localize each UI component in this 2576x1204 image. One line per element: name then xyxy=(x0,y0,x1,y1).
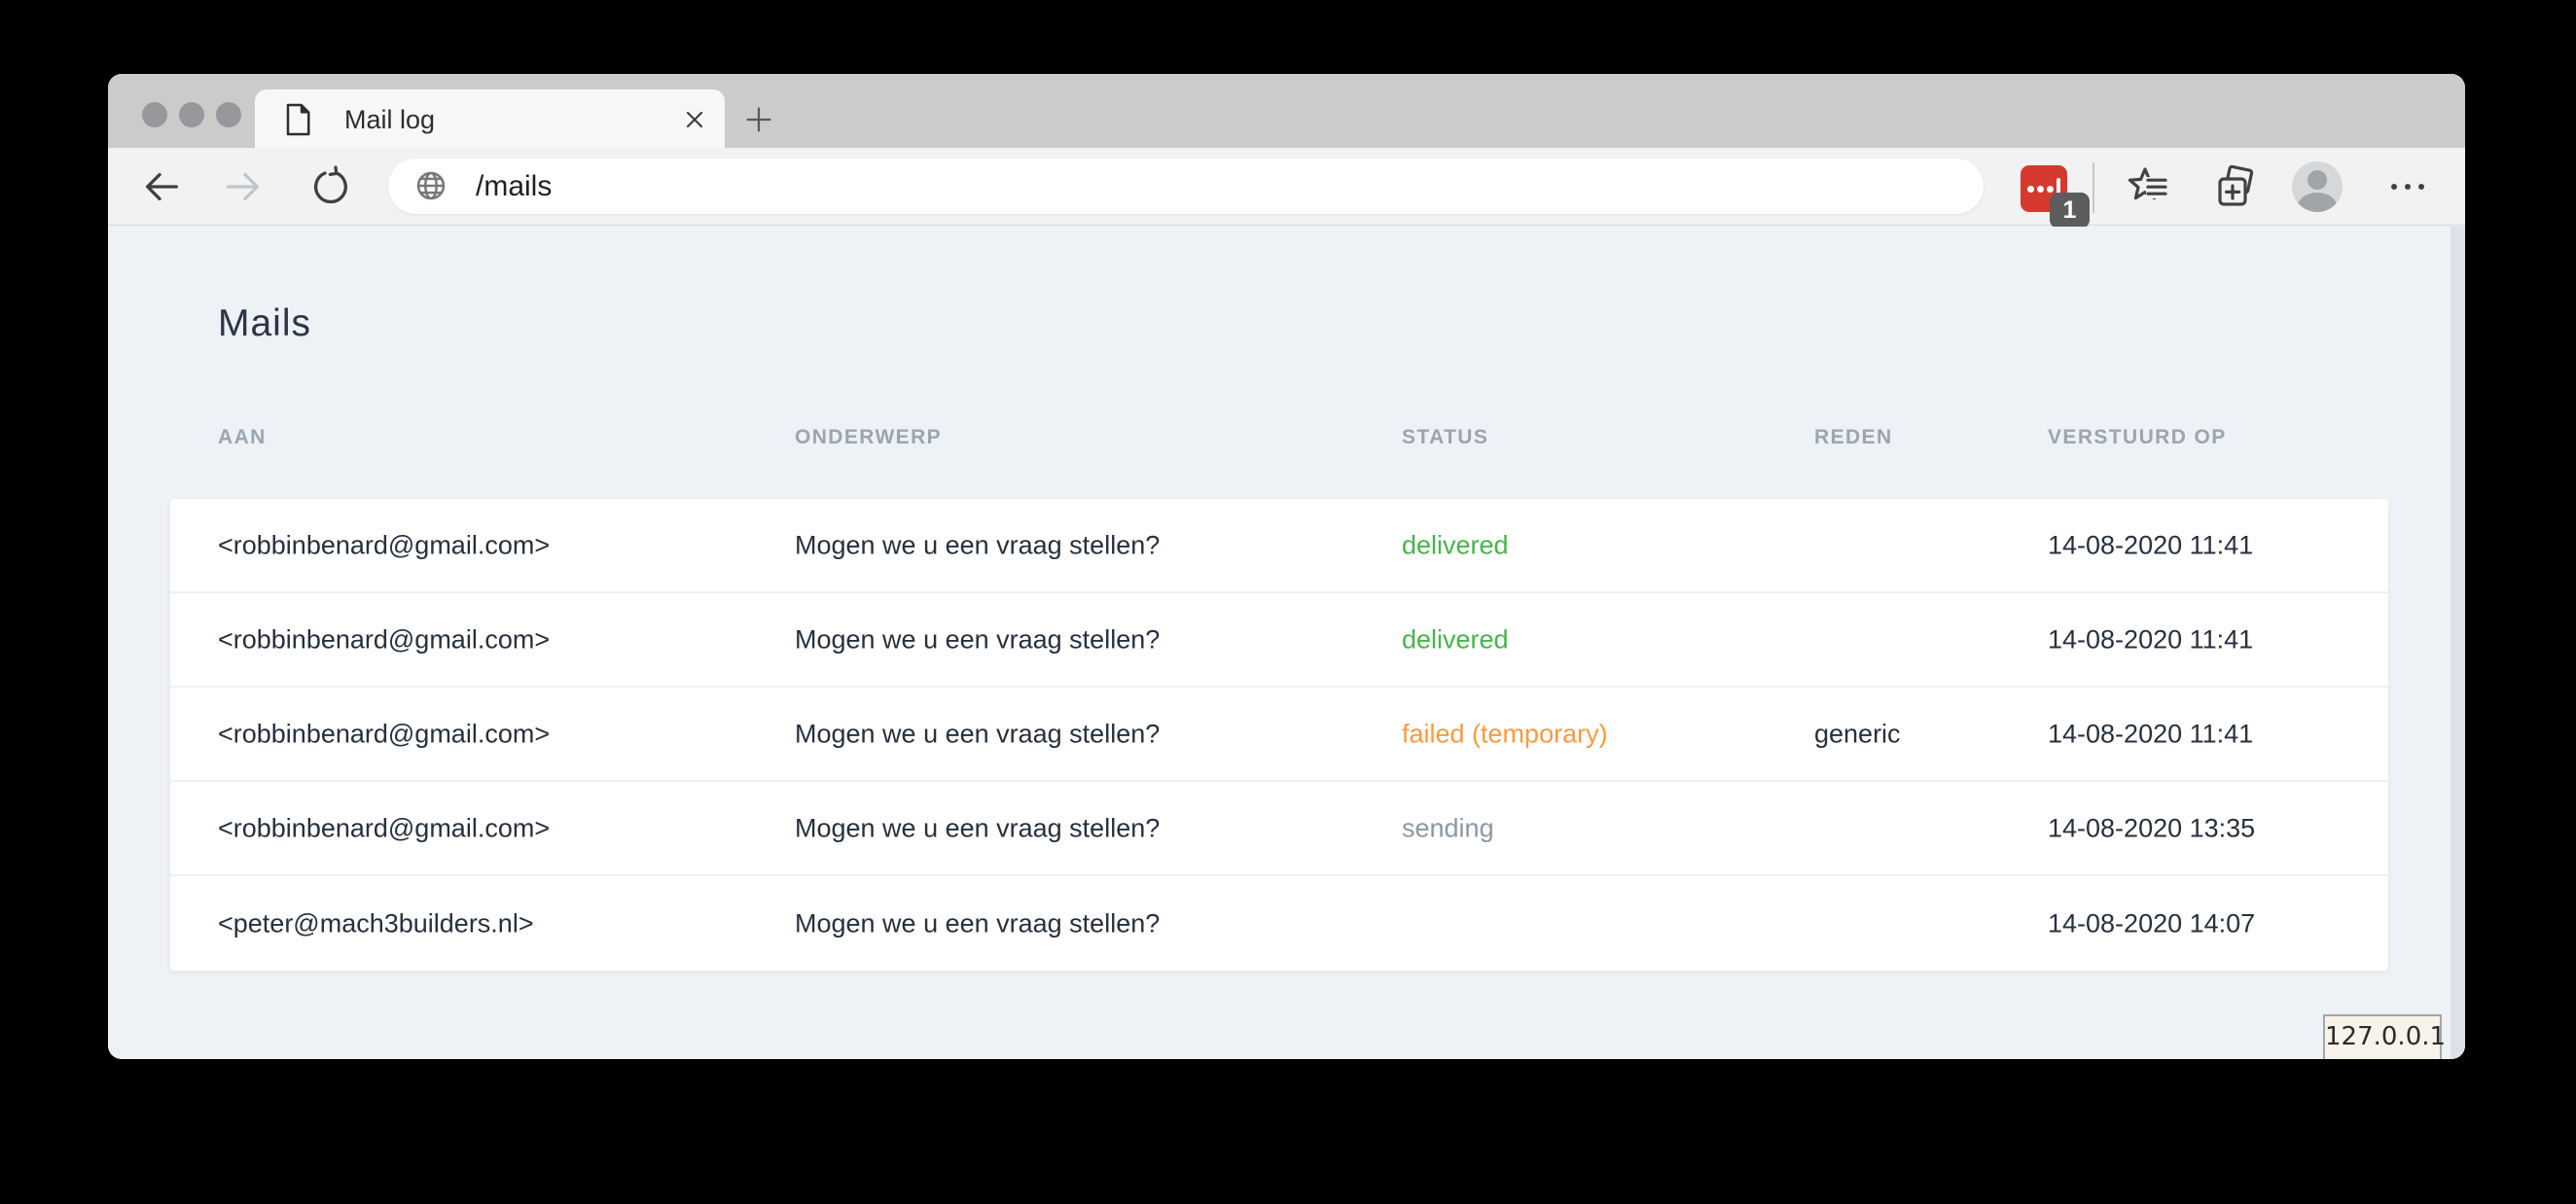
cell-verstuurd-op: 14-08-2020 14:07 xyxy=(2048,908,2256,938)
ext-dot xyxy=(2047,186,2054,193)
tab-bar: Mail log xyxy=(108,74,2465,148)
toolbar-divider xyxy=(2093,162,2094,213)
scrollbar[interactable] xyxy=(2451,227,2465,1059)
extension-badge: 1 xyxy=(2050,193,2090,229)
collections-icon[interactable] xyxy=(2211,163,2258,210)
cell-verstuurd-op: 14-08-2020 11:41 xyxy=(2048,530,2254,559)
cell-status: sending xyxy=(1402,813,1494,842)
cell-status: delivered xyxy=(1402,530,1509,559)
cell-onderwerp: Mogen we u een vraag stellen? xyxy=(795,908,1161,938)
profile-avatar[interactable] xyxy=(2292,161,2343,212)
reload-icon[interactable] xyxy=(308,164,353,209)
table-row: <robbinbenard@gmail.com> Mogen we u een … xyxy=(170,499,2388,593)
column-header-onderwerp: ONDERWERP xyxy=(795,426,943,448)
settings-menu-icon[interactable] xyxy=(2384,163,2431,210)
minimize-window-button[interactable] xyxy=(179,102,204,127)
cell-aan: <robbinbenard@gmail.com> xyxy=(218,530,551,559)
column-header-reden: REDEN xyxy=(1814,426,1893,448)
back-icon[interactable] xyxy=(139,164,184,209)
page-content: Mails AAN ONDERWERP STATUS REDEN VERSTUU… xyxy=(108,227,2465,1059)
column-header-status: STATUS xyxy=(1402,426,1489,448)
cell-onderwerp: Mogen we u een vraag stellen? xyxy=(795,719,1161,748)
cell-aan: <robbinbenard@gmail.com> xyxy=(218,813,551,842)
cell-reden: generic xyxy=(1814,719,1901,748)
avatar-head xyxy=(2308,170,2327,190)
address-bar[interactable]: /mails xyxy=(388,159,1984,214)
ext-bar xyxy=(2057,178,2060,195)
table-header-row: AAN ONDERWERP STATUS REDEN VERSTUURD OP xyxy=(170,426,2388,453)
page-title: Mails xyxy=(218,302,312,344)
forward-icon[interactable] xyxy=(221,164,266,209)
tab-close-icon[interactable] xyxy=(681,106,708,133)
new-tab-button[interactable] xyxy=(742,103,775,136)
ext-dot xyxy=(2027,186,2034,193)
table-row: <robbinbenard@gmail.com> Mogen we u een … xyxy=(170,688,2388,782)
table-row: <peter@mach3builders.nl> Mogen we u een … xyxy=(170,876,2388,971)
tab-title: Mail log xyxy=(344,105,436,134)
cell-onderwerp: Mogen we u een vraag stellen? xyxy=(795,813,1161,842)
browser-toolbar: /mails 1 xyxy=(108,148,2465,229)
table-row: <robbinbenard@gmail.com> Mogen we u een … xyxy=(170,782,2388,876)
tab-mail-log[interactable]: Mail log xyxy=(255,89,725,148)
table-row: <robbinbenard@gmail.com> Mogen we u een … xyxy=(170,593,2388,688)
cell-onderwerp: Mogen we u een vraag stellen? xyxy=(795,624,1161,654)
cell-verstuurd-op: 14-08-2020 13:35 xyxy=(2048,813,2256,842)
cell-verstuurd-op: 14-08-2020 11:41 xyxy=(2048,719,2254,748)
cell-status: delivered xyxy=(1402,624,1509,654)
mail-log-table: <robbinbenard@gmail.com> Mogen we u een … xyxy=(170,499,2388,971)
globe-icon xyxy=(412,167,449,204)
cell-aan: <peter@mach3builders.nl> xyxy=(218,908,534,938)
cell-aan: <robbinbenard@gmail.com> xyxy=(218,719,551,748)
close-window-button[interactable] xyxy=(142,102,167,127)
zoom-window-button[interactable] xyxy=(216,102,241,127)
cell-status: failed (temporary) xyxy=(1402,719,1608,748)
ext-dot xyxy=(2037,186,2044,193)
url-text: /mails xyxy=(476,170,553,202)
page-favicon-icon xyxy=(283,102,312,137)
cell-aan: <robbinbenard@gmail.com> xyxy=(218,624,551,654)
status-bubble: 127.0.0.1 xyxy=(2323,1014,2446,1059)
favorites-icon[interactable] xyxy=(2124,163,2170,210)
column-header-aan: AAN xyxy=(218,426,267,448)
avatar-body xyxy=(2298,193,2337,212)
cell-onderwerp: Mogen we u een vraag stellen? xyxy=(795,530,1161,559)
column-header-verstuurd-op: VERSTUURD OP xyxy=(2048,426,2227,448)
browser-window: Mail log xyxy=(108,74,2465,1059)
cell-verstuurd-op: 14-08-2020 11:41 xyxy=(2048,624,2254,654)
